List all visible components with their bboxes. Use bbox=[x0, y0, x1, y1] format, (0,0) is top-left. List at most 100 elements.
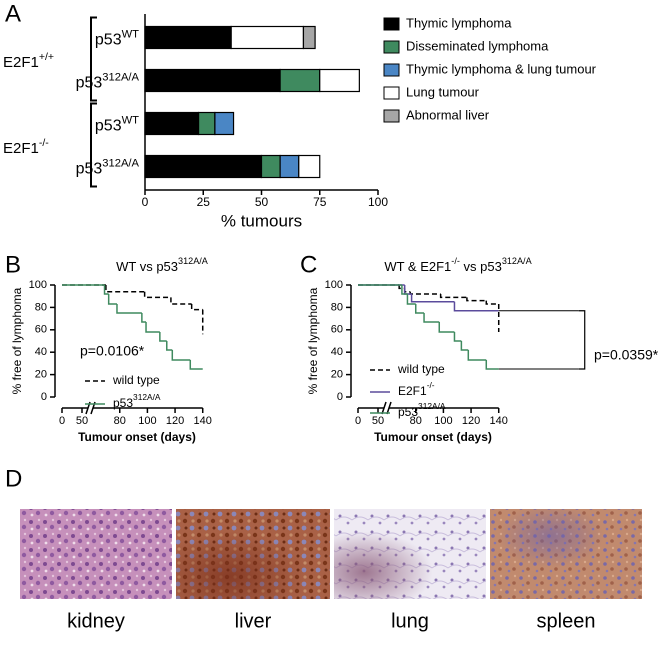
spleen-image-shade bbox=[490, 509, 642, 599]
survival-step bbox=[141, 313, 147, 323]
survival-step bbox=[190, 304, 203, 311]
survival-step bbox=[143, 291, 171, 299]
bar-segment bbox=[279, 154, 300, 179]
bar-segment bbox=[214, 111, 235, 136]
bar-segment bbox=[260, 154, 281, 179]
x-tick-label: 75 bbox=[313, 195, 327, 209]
group-label-part: -/- bbox=[39, 137, 49, 149]
y-tick-label: 80 bbox=[35, 301, 47, 313]
y-tick-label: 100 bbox=[325, 279, 343, 291]
image-label: kidney bbox=[67, 610, 125, 632]
legend-label: p53312A/A bbox=[113, 392, 161, 410]
chart-title: WT & E2F1-/- vs p53312A/A bbox=[384, 256, 532, 274]
x-axis-label: Tumour onset (days) bbox=[374, 430, 492, 444]
survival-step bbox=[401, 285, 408, 295]
category-label-part: 312A/A bbox=[102, 157, 139, 169]
survival-step bbox=[107, 293, 117, 305]
image-label: lung bbox=[391, 610, 429, 632]
legend-label-part: 312A/A bbox=[418, 401, 446, 411]
y-axis-label: % free of lymphoma bbox=[306, 287, 320, 394]
bar-segment bbox=[144, 68, 281, 93]
survival-step bbox=[159, 332, 167, 342]
lung-image-shade bbox=[334, 509, 486, 599]
kidney-image bbox=[20, 509, 172, 599]
bar-segment bbox=[144, 111, 200, 136]
survival-step bbox=[103, 285, 109, 295]
y-tick-label: 40 bbox=[331, 346, 343, 358]
bar-segment bbox=[319, 68, 360, 93]
panel-label: C bbox=[300, 251, 317, 278]
survival-step bbox=[409, 291, 441, 295]
survival-step bbox=[414, 304, 425, 314]
bar-segment bbox=[144, 154, 263, 179]
panel-label: A bbox=[5, 0, 21, 27]
y-tick-label: 20 bbox=[331, 369, 343, 381]
survival-step bbox=[453, 332, 462, 342]
chart-title-part: WT vs p53 bbox=[116, 259, 178, 274]
survival-step bbox=[439, 293, 467, 299]
liver-image-shade bbox=[176, 509, 330, 599]
legend-label: p53312A/A bbox=[398, 401, 446, 419]
legend-label-part: 312A/A bbox=[133, 392, 161, 402]
legend-label: Disseminated lymphoma bbox=[406, 38, 549, 53]
x-tick-label: 100 bbox=[138, 415, 156, 427]
bar-segment bbox=[302, 25, 316, 50]
x-axis-label: % tumours bbox=[221, 211, 302, 230]
survival-step bbox=[398, 285, 405, 290]
bar-segment bbox=[279, 68, 321, 93]
category-label: p53312A/A bbox=[76, 157, 140, 177]
chart-title-part: -/- bbox=[451, 256, 460, 266]
category-label-part: WT bbox=[122, 28, 140, 40]
category-label-part: WT bbox=[122, 114, 140, 126]
panel-label: B bbox=[5, 251, 21, 278]
category-label-part: p53 bbox=[95, 118, 122, 135]
legend-label: wild type bbox=[397, 362, 445, 376]
x-tick-label: 120 bbox=[166, 415, 184, 427]
survival-step bbox=[485, 300, 499, 305]
survival-step bbox=[406, 293, 416, 305]
survival-step bbox=[410, 293, 455, 303]
legend-label-part: p53 bbox=[113, 396, 133, 410]
group-label-part: +/+ bbox=[39, 51, 54, 63]
category-label-part: p53 bbox=[76, 161, 103, 178]
category-label-part: p53 bbox=[95, 32, 122, 49]
x-tick-label: 100 bbox=[434, 415, 452, 427]
image-label: spleen bbox=[537, 610, 596, 632]
survival-step bbox=[453, 301, 499, 312]
survival-step bbox=[460, 341, 469, 351]
category-label: p53WT bbox=[95, 114, 139, 134]
survival-step bbox=[466, 297, 487, 302]
x-tick-label: 120 bbox=[462, 415, 480, 427]
legend-label-part: p53 bbox=[398, 405, 418, 419]
survival-step bbox=[166, 341, 173, 351]
legend-label: Lung tumour bbox=[406, 84, 480, 99]
axis-break bbox=[381, 401, 387, 415]
chart-title-part: 312A/A bbox=[502, 256, 533, 266]
category-label-part: 312A/A bbox=[102, 71, 139, 83]
image-label: liver bbox=[235, 610, 272, 632]
x-tick-label: 80 bbox=[114, 415, 126, 427]
x-tick-label: 25 bbox=[197, 195, 211, 209]
legend-swatch bbox=[383, 86, 400, 100]
bar-segment bbox=[197, 111, 216, 136]
x-tick-label: 0 bbox=[142, 195, 149, 209]
x-tick-label: 50 bbox=[255, 195, 269, 209]
p-value: p=0.0359* bbox=[594, 347, 659, 363]
group-label: E2F1-/- bbox=[3, 137, 49, 157]
group-label-part: E2F1 bbox=[3, 54, 39, 71]
legend-label: E2F1-/- bbox=[398, 380, 435, 398]
category-label-part: p53 bbox=[76, 75, 103, 92]
bar-segment bbox=[298, 154, 321, 179]
panel-label: D bbox=[5, 465, 22, 492]
x-tick-label: 80 bbox=[410, 415, 422, 427]
survival-step bbox=[116, 304, 142, 314]
legend-label: Thymic lymphoma & lung tumour bbox=[406, 61, 597, 76]
y-tick-label: 0 bbox=[41, 391, 47, 403]
category-label: p53WT bbox=[95, 28, 139, 48]
group-bracket bbox=[90, 16, 97, 102]
survival-step bbox=[145, 321, 160, 333]
y-axis-label: % free of lymphoma bbox=[10, 287, 24, 394]
histology-images bbox=[20, 509, 642, 599]
legend-swatch bbox=[383, 63, 400, 77]
